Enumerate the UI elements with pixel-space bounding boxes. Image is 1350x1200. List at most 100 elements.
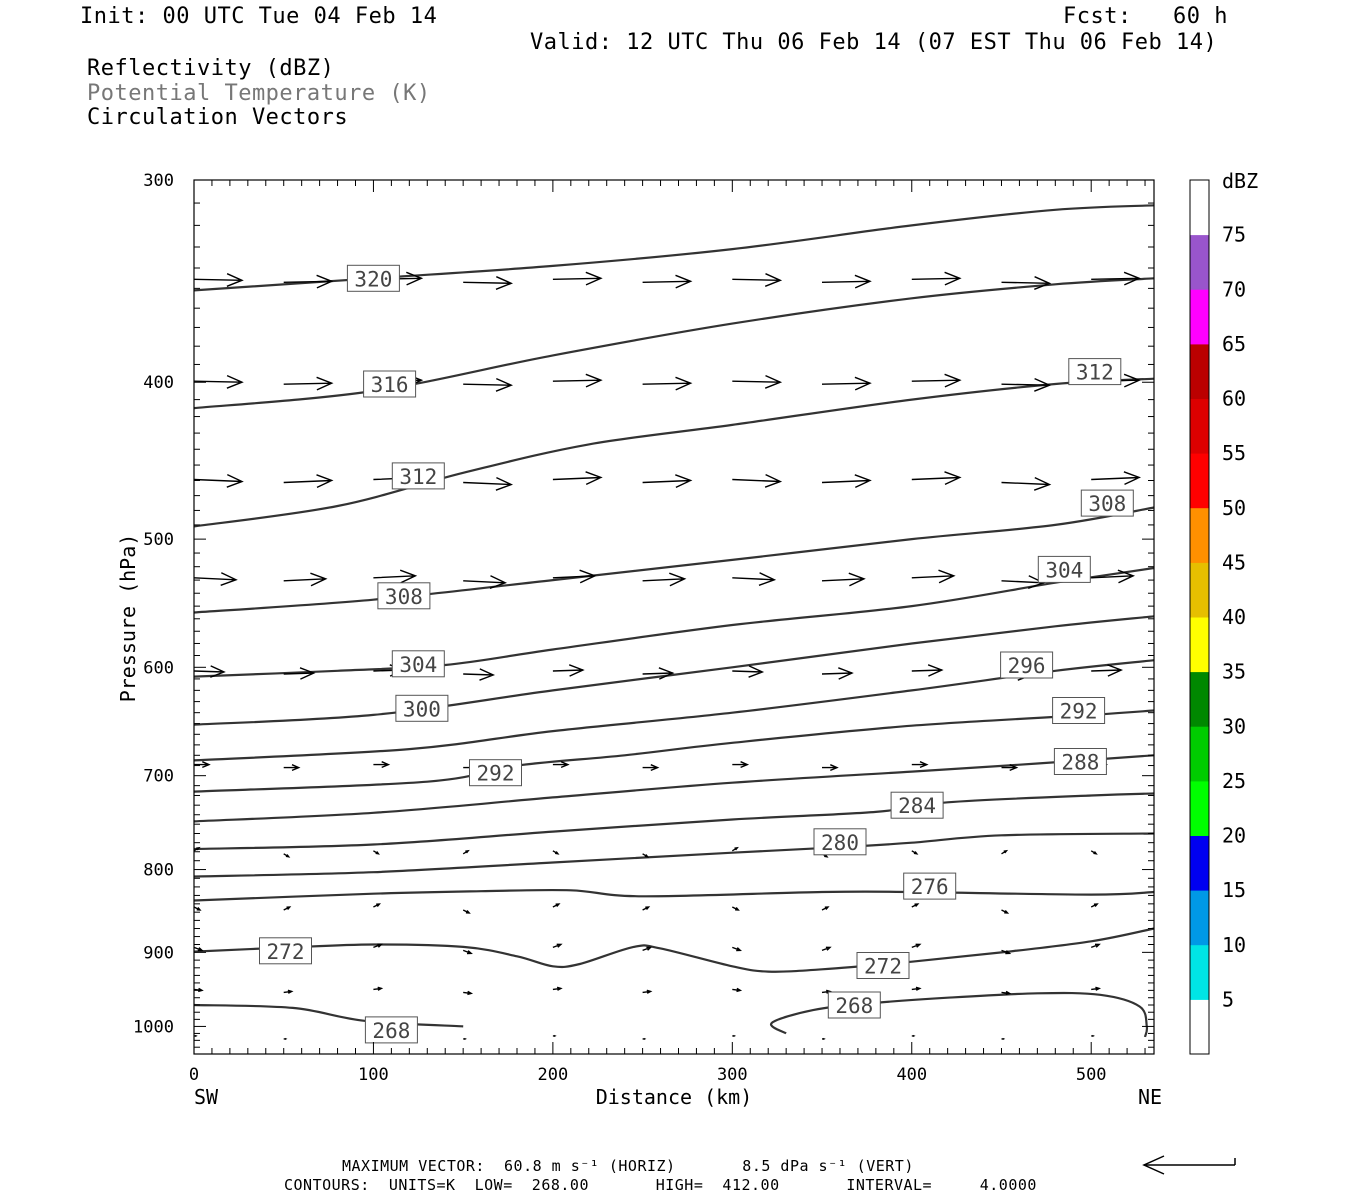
circulation-vector bbox=[552, 986, 563, 991]
colorbar-label: 60 bbox=[1222, 387, 1246, 411]
circulation-vector bbox=[911, 1034, 916, 1037]
circulation-vector bbox=[462, 909, 471, 914]
circulation-vector bbox=[642, 989, 653, 994]
y-tick-labels: 300 400 500 600 700 800 900 1000 bbox=[133, 171, 174, 1037]
circulation-vector bbox=[911, 761, 929, 769]
contour-label-box bbox=[1052, 697, 1106, 724]
contour-label-292: 292 bbox=[1060, 700, 1098, 724]
contour-labels: 268 268 272 272 276 280 284 288 292 292 296 300 304 3… bbox=[259, 264, 1134, 1044]
colorbar: 5 10 15 20 25 30 35 40 45 50 55 60 65 70 75 bbox=[1189, 179, 1246, 1055]
contour-label-box bbox=[827, 991, 881, 1019]
x-tick-label: 200 bbox=[538, 1065, 569, 1085]
circulation-vector bbox=[283, 989, 294, 994]
circulation-vector bbox=[283, 1037, 288, 1040]
circulation-vector bbox=[463, 377, 514, 392]
plot-frame bbox=[193, 179, 1155, 1055]
circulation-vector bbox=[911, 903, 920, 908]
circulation-vector bbox=[193, 906, 202, 911]
isentrope-300 bbox=[193, 615, 1155, 726]
circulation-vector bbox=[373, 569, 418, 584]
colorbar-title: dBZ bbox=[1222, 169, 1258, 193]
field-label-reflectivity: Reflectivity (dBZ) bbox=[87, 56, 335, 81]
colorbar-segment bbox=[1190, 671, 1209, 727]
circulation-vector bbox=[1001, 476, 1052, 491]
colorbar-segment bbox=[1190, 617, 1209, 673]
x-tick-label: 500 bbox=[1076, 1065, 1107, 1085]
circulation-vector bbox=[821, 474, 872, 489]
circulation-vector bbox=[552, 1034, 557, 1037]
circulation-vector bbox=[1001, 764, 1019, 772]
forecast-hour: Fcst: 60 h bbox=[1063, 4, 1228, 29]
y-tick-label: 500 bbox=[143, 530, 174, 550]
colorbar-segment bbox=[1190, 343, 1209, 399]
circulation-vector bbox=[193, 846, 201, 852]
isentrope-304 bbox=[193, 566, 1155, 678]
circulation-vector bbox=[642, 376, 693, 391]
circulation-vector bbox=[642, 764, 660, 772]
circulation-vector bbox=[642, 274, 693, 289]
circulation-vector bbox=[463, 276, 514, 290]
colorbar-label: 50 bbox=[1222, 496, 1246, 520]
x-tick-label: 300 bbox=[717, 1065, 748, 1085]
colorbar-segment bbox=[1190, 835, 1209, 891]
circulation-vector bbox=[283, 853, 291, 858]
contour-label-292: 292 bbox=[477, 762, 515, 786]
contour-label-box bbox=[259, 937, 312, 965]
colorbar-segment bbox=[1190, 180, 1209, 236]
contour-label-box bbox=[1080, 489, 1134, 517]
x-tick-label: 0 bbox=[189, 1065, 199, 1085]
circulation-vector bbox=[283, 474, 334, 489]
x-endpoint-ne: NE bbox=[1138, 1085, 1162, 1109]
colorbar-segment bbox=[1190, 726, 1209, 782]
circulation-vector bbox=[911, 943, 922, 949]
circulation-vector bbox=[1001, 949, 1012, 955]
colorbar-label: 35 bbox=[1222, 660, 1246, 684]
circulation-vector bbox=[822, 764, 839, 772]
colorbar-label: 70 bbox=[1222, 277, 1246, 301]
colorbar-label: 30 bbox=[1222, 714, 1246, 738]
colorbar-segment bbox=[1190, 562, 1209, 618]
circulation-vector bbox=[732, 572, 777, 586]
contour-label-288: 288 bbox=[1061, 751, 1099, 775]
contour-label-box bbox=[856, 952, 910, 979]
circulation-vector bbox=[463, 575, 508, 589]
contour-label-box bbox=[395, 694, 449, 722]
contour-label-box bbox=[363, 370, 417, 398]
y-tick-label: 900 bbox=[143, 943, 174, 963]
contour-label-296: 296 bbox=[1008, 654, 1046, 678]
y-tick-label: 1000 bbox=[133, 1017, 174, 1037]
circulation-vector bbox=[1091, 1034, 1095, 1037]
contour-label-box bbox=[1000, 651, 1054, 679]
circulation-vector bbox=[732, 473, 783, 488]
circulation-vector bbox=[1091, 471, 1142, 486]
circulation-vector bbox=[642, 474, 693, 489]
contour-label-316: 316 bbox=[371, 373, 409, 397]
contour-label-308: 308 bbox=[1088, 492, 1126, 516]
circulation-vector bbox=[1090, 850, 1098, 855]
circulation-vector bbox=[462, 849, 470, 855]
circulation-vector bbox=[642, 1037, 647, 1040]
colorbar-frame bbox=[1189, 179, 1210, 1055]
circulation-vector bbox=[373, 761, 391, 769]
circulation-vector bbox=[1001, 909, 1010, 914]
contour-label-284: 284 bbox=[898, 794, 936, 818]
colorbar-segment bbox=[1190, 999, 1209, 1054]
colorbar-label: 25 bbox=[1222, 769, 1246, 793]
colorbar-label: 20 bbox=[1222, 824, 1246, 848]
contour-label-box bbox=[391, 462, 445, 490]
circulation-vector bbox=[911, 986, 922, 991]
circulation-vector bbox=[642, 853, 650, 858]
circulation-vector bbox=[821, 572, 866, 587]
colorbar-label: 5 bbox=[1222, 987, 1234, 1011]
circulation-vector bbox=[911, 569, 956, 584]
contour-label-304: 304 bbox=[1045, 558, 1083, 582]
contour-label-268: 268 bbox=[835, 994, 873, 1018]
circulation-vector bbox=[193, 473, 244, 488]
field-label-vectors: Circulation Vectors bbox=[87, 105, 349, 130]
circulation-vector bbox=[193, 273, 244, 287]
isentrope-320 bbox=[193, 204, 1155, 292]
circulation-vector bbox=[283, 572, 328, 587]
contour-label-box bbox=[890, 791, 944, 819]
axis-ticks bbox=[193, 179, 1154, 1055]
x-tick-label: 100 bbox=[358, 1065, 389, 1085]
